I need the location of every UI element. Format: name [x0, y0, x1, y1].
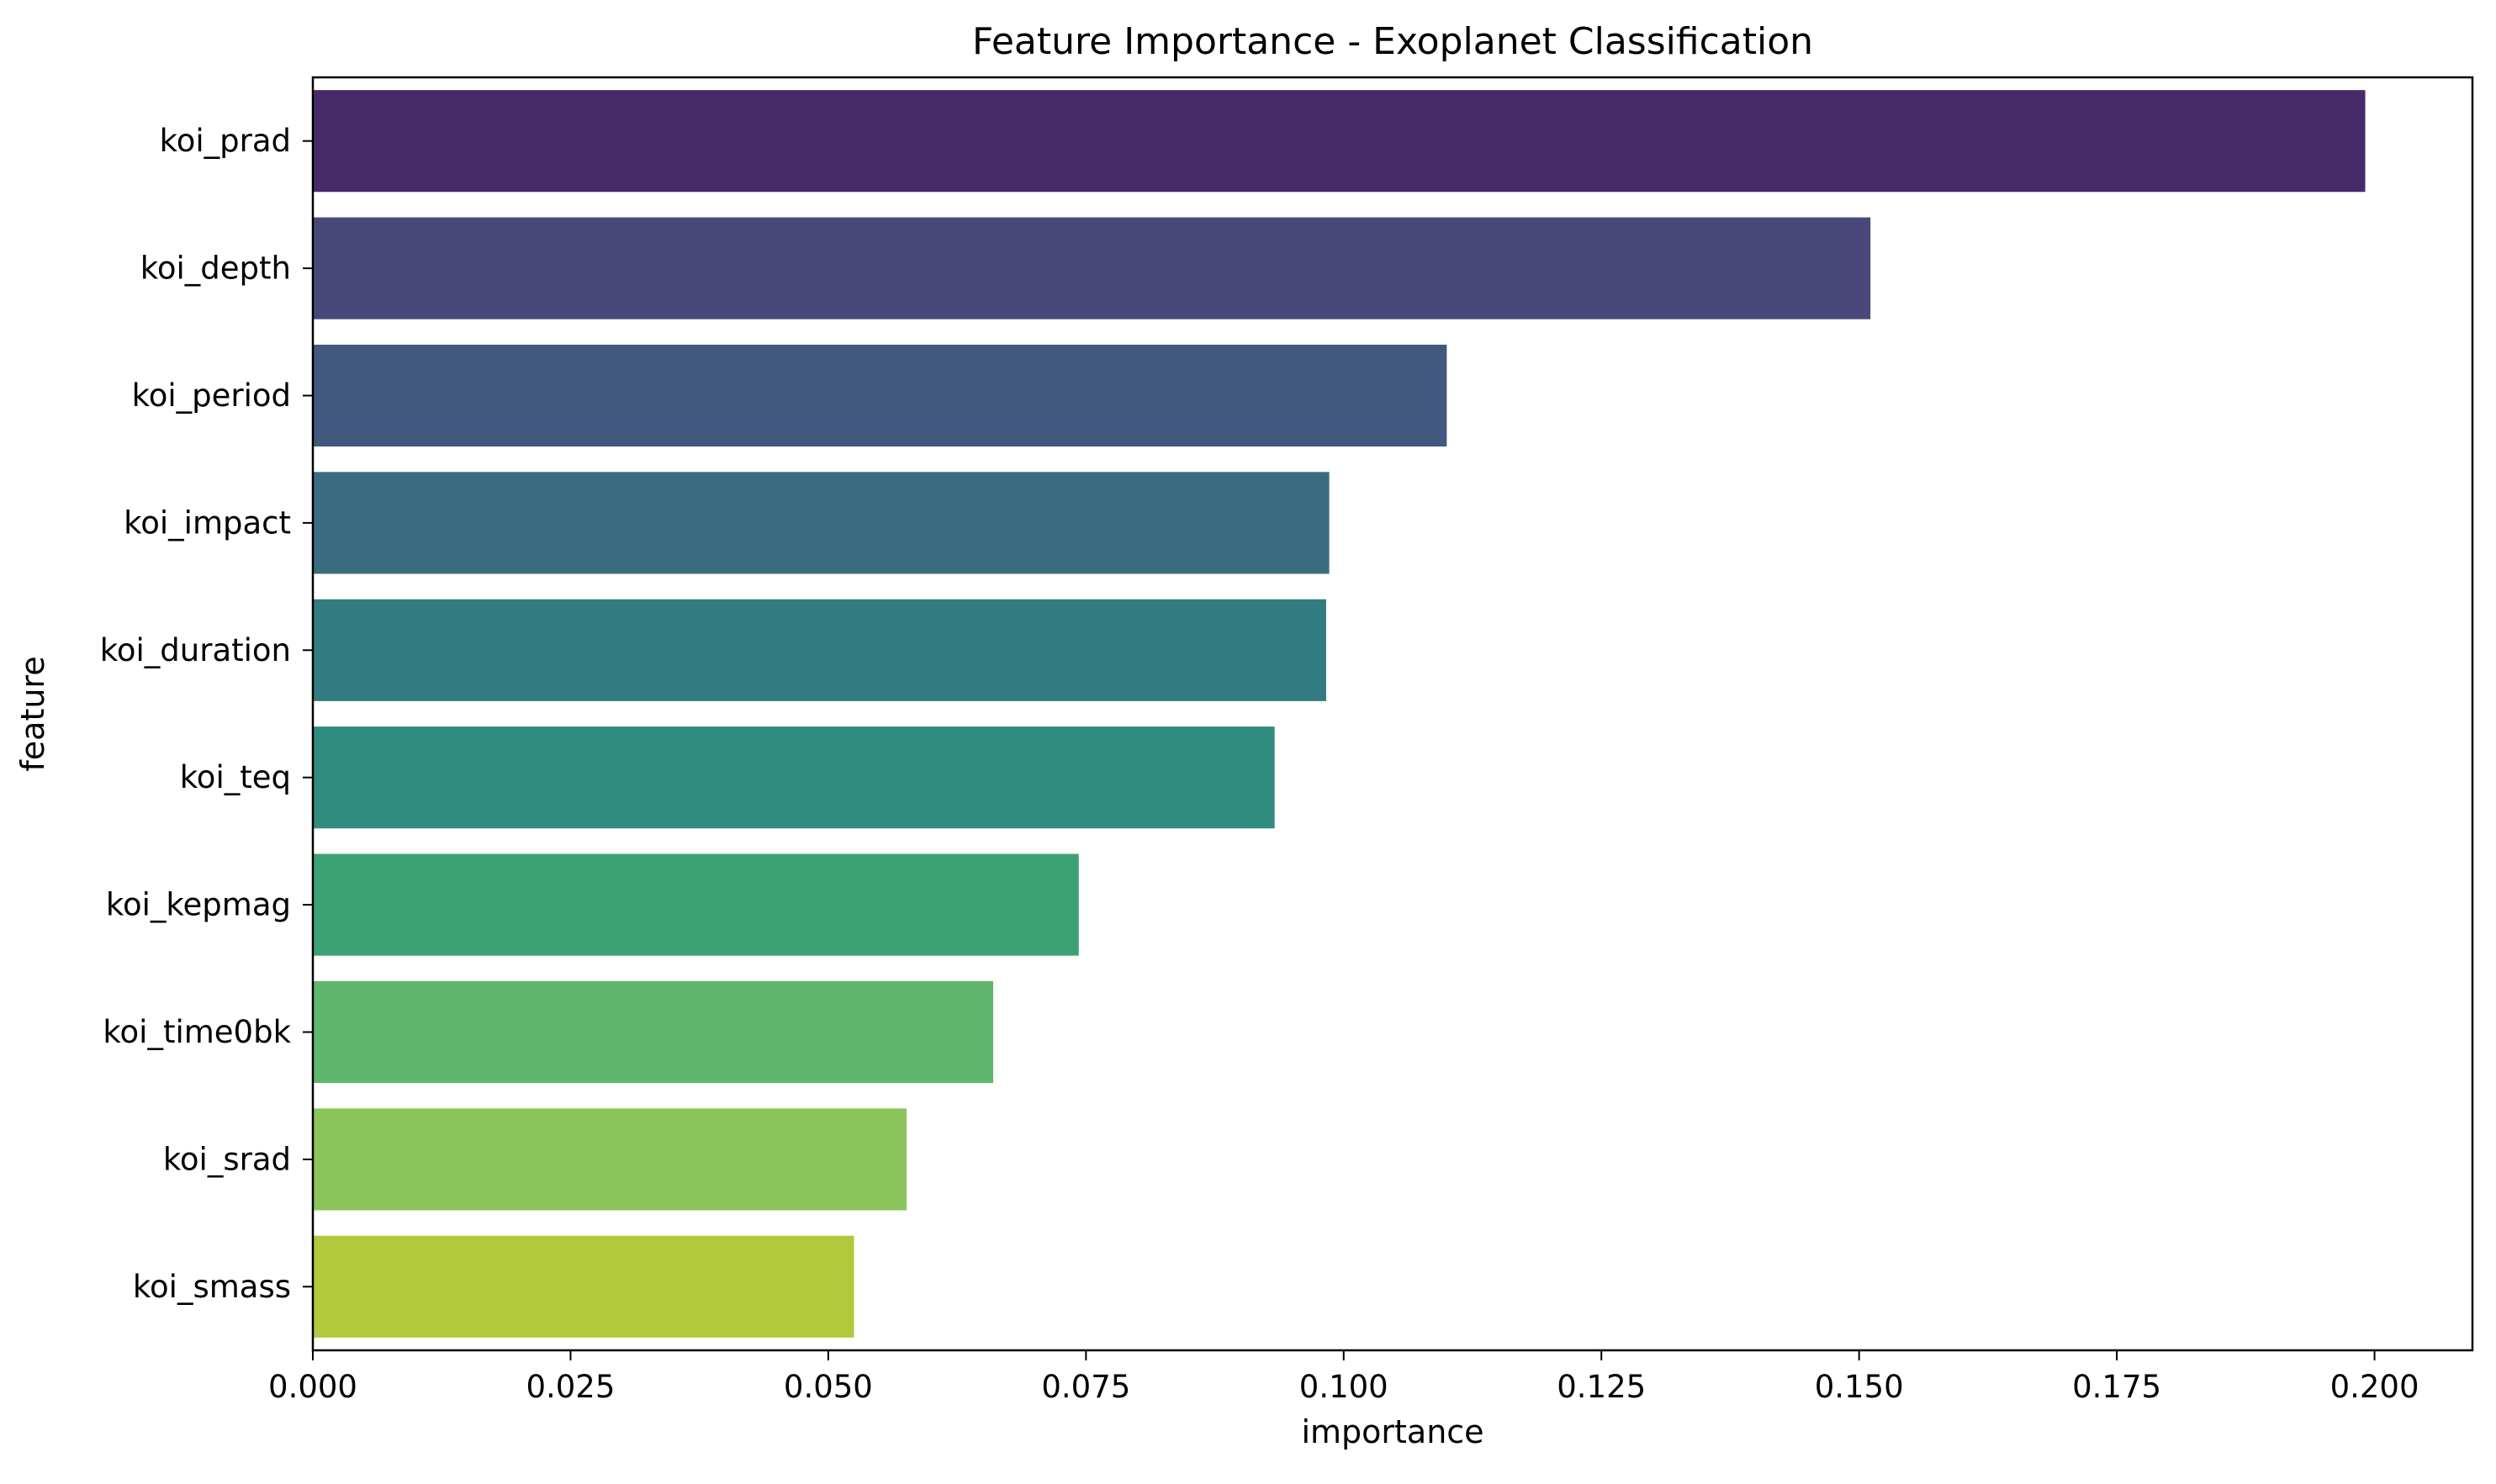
y-axis-ticks: koi_prad koi_depth koi_period koi_impactkoi… — [100, 123, 313, 1305]
bar-koi-smass — [313, 1235, 854, 1338]
x-axis-label: importance — [1301, 1413, 1483, 1450]
x-tick-label: 0.075 — [1041, 1369, 1130, 1405]
x-tick-label: 0.050 — [784, 1369, 873, 1405]
bar-koi-prad — [313, 90, 2366, 193]
y-tick-label: koi_teq — [180, 759, 291, 795]
bar-koi-srad — [313, 1108, 907, 1211]
plot-frame — [311, 76, 2474, 1352]
bar-koi-time0bk — [313, 980, 994, 1084]
x-tick-label: 0.000 — [268, 1369, 357, 1405]
x-tick-label: 0.175 — [2072, 1369, 2161, 1405]
bar-koi-period — [313, 344, 1447, 447]
bar-koi-depth — [313, 217, 1871, 320]
bar-koi-teq — [313, 726, 1275, 829]
y-axis-label: feature — [14, 656, 51, 771]
y-tick-label: koi_depth — [140, 251, 291, 287]
y-tick-label: koi_kepmag — [106, 887, 291, 923]
bars-group — [313, 90, 2366, 1338]
x-tick-label: 0.150 — [1815, 1369, 1904, 1405]
x-tick-label: 0.100 — [1299, 1369, 1388, 1405]
y-tick-label: koi_time0bk — [103, 1014, 291, 1050]
y-tick-label: koi_impact — [124, 504, 291, 541]
y-tick-label: koi_srad — [163, 1141, 291, 1177]
x-tick-label: 0.125 — [1557, 1369, 1646, 1405]
bar-koi-kepmag — [313, 853, 1079, 956]
x-tick-label: 0.025 — [526, 1369, 615, 1405]
bar-koi-duration — [313, 599, 1326, 701]
y-tick-label: koi_smass — [133, 1269, 291, 1305]
bar-koi-impact — [313, 472, 1330, 574]
y-tick-label: koi_prad — [160, 123, 291, 159]
x-axis-ticks: 0.000 0.025 0.050 0.075 0.100 0.125 0.150 0.175… — [268, 1350, 2419, 1405]
chart-title: Feature Importance - Exoplanet Classific… — [972, 20, 1813, 63]
y-tick-label: koi_duration — [100, 632, 291, 668]
y-tick-label: koi_period — [132, 378, 291, 414]
x-tick-label: 0.200 — [2330, 1369, 2419, 1405]
